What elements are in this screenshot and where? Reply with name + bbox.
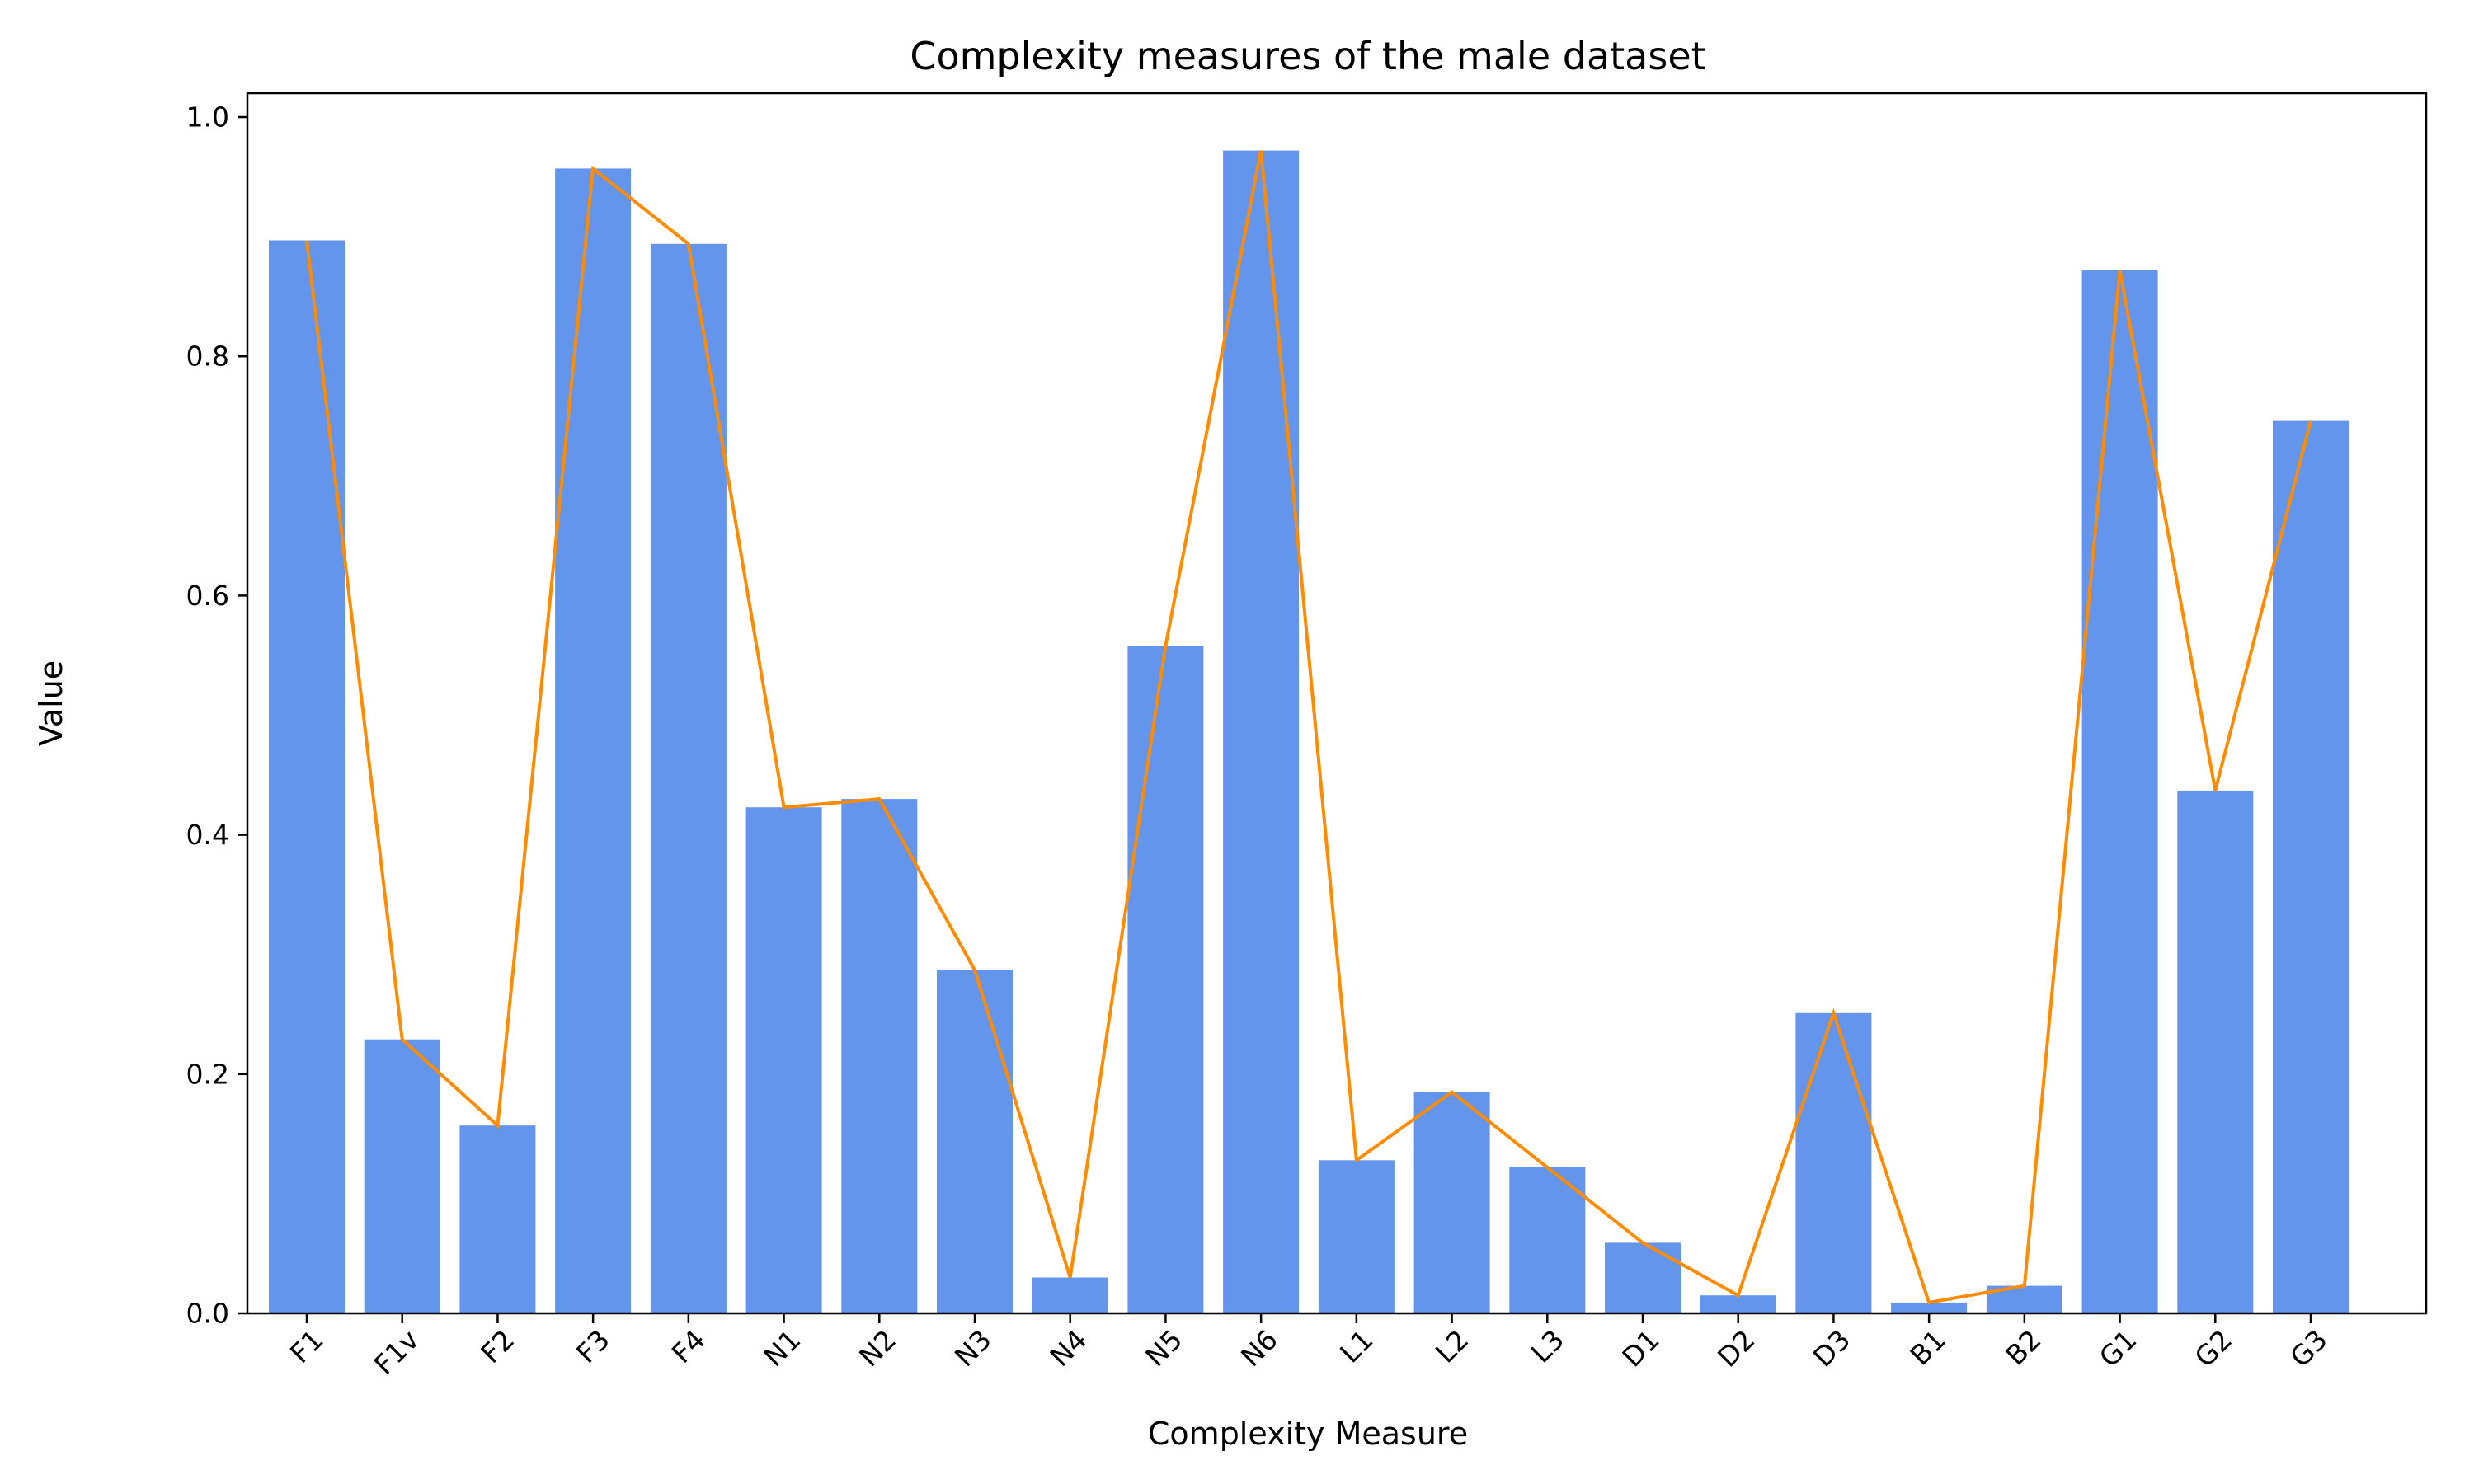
x-tick-label-d2: D2 [1711,1323,1761,1373]
x-tick-label-l3: L3 [1525,1323,1570,1369]
bar-f3 [555,168,632,1313]
x-tick-label-n5: N5 [1139,1323,1188,1373]
y-tick-label: 0.4 [186,819,229,851]
x-tick-label-f2: F2 [474,1323,520,1369]
x-tick-label-f4: F4 [666,1323,712,1369]
bar-n5 [1127,646,1204,1313]
bar-g3 [2273,420,2349,1314]
y-tick-label: 0.8 [186,340,229,373]
y-axis-title: Value [33,660,69,746]
x-tick-label-n2: N2 [853,1323,902,1373]
bars-layer [269,150,2349,1314]
bar-d2 [1700,1295,1776,1313]
x-tick-label-f1: F1 [284,1323,330,1369]
bar-d3 [1795,1012,1872,1313]
x-tick-label-g2: G2 [2189,1323,2239,1374]
x-tick-label-n4: N4 [1044,1323,1094,1373]
value-line [305,150,2312,1305]
x-tick-label-d3: D3 [1807,1323,1856,1373]
bar-d1 [1605,1242,1681,1313]
bar-f1v [364,1039,440,1313]
y-tick-label: 0.6 [186,580,229,612]
x-tick-label-d1: D1 [1616,1323,1665,1373]
x-tick-label-g1: G1 [2093,1323,2143,1374]
chart-title: Complexity measures of the male dataset [910,34,1705,78]
x-tick-label-f1v: F1v [368,1323,426,1381]
x-tick-label-l1: L1 [1333,1323,1379,1369]
bar-n6 [1223,150,1300,1314]
x-axis: F1 F1v F2 F3 F4 N1 N2 N3 N4 N5 N6 L1 L2 L3 D1 D2 D3 B1 B2 G… [284,1313,2334,1381]
bar-l1 [1318,1160,1395,1313]
bar-g2 [2177,790,2254,1313]
x-tick-label-b1: B1 [1903,1323,1951,1371]
x-tick-label-g3: G3 [2284,1323,2334,1374]
bar-n3 [937,970,1013,1313]
x-axis-title: Complexity Measure [1148,1416,1468,1452]
bar-n1 [745,807,822,1313]
x-tick-label-n3: N3 [948,1323,998,1373]
y-axis: 0.0 0.2 0.4 0.6 0.8 1.0 [186,101,247,1330]
bar-n4 [1032,1277,1108,1313]
bar-g1 [2081,270,2158,1314]
x-tick-label-l2: L2 [1429,1323,1475,1369]
x-tick-label-n6: N6 [1235,1323,1284,1373]
y-tick-label: 0.0 [186,1298,229,1330]
y-tick-label: 1.0 [186,101,229,134]
bar-l3 [1509,1167,1586,1313]
x-tick-label-n1: N1 [757,1323,807,1373]
y-tick-label: 0.2 [186,1058,229,1090]
bar-n2 [841,799,918,1313]
bar-b1 [1891,1302,1968,1313]
bar-f2 [459,1125,536,1313]
x-tick-label-f3: F3 [570,1323,616,1369]
x-tick-label-b2: B2 [1999,1323,2047,1371]
bar-l2 [1413,1092,1490,1313]
plot-frame [246,92,2428,1315]
bar-f4 [650,243,727,1313]
line-layer [305,150,2312,1305]
bar-f1 [269,240,345,1313]
